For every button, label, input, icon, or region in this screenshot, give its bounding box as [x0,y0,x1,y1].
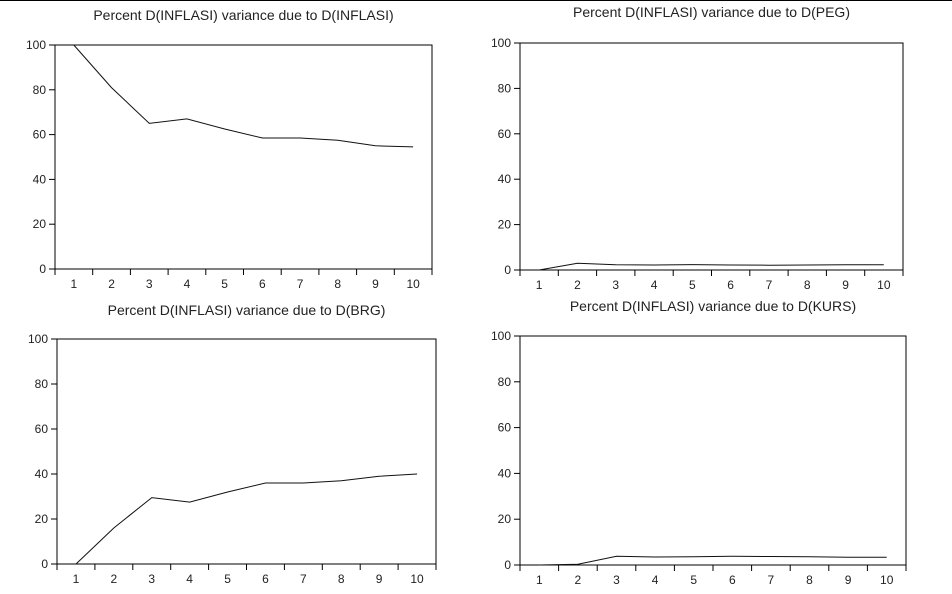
x-tick-label: 9 [845,573,852,587]
chart-brg: Percent D(INFLASI) variance due to D(BRG… [7,299,448,588]
x-tick-label: 4 [652,573,659,587]
y-tick-label: 20 [498,512,512,526]
x-tick-label: 10 [877,278,891,292]
x-tick-label: 5 [689,278,696,292]
y-tick-label: 80 [33,83,47,97]
y-tick-label: 40 [498,172,512,186]
y-tick-label: 80 [498,81,512,95]
x-tick-label: 8 [804,278,811,292]
x-tick-label: 6 [262,572,269,586]
x-tick-label: 2 [108,277,115,291]
top-divider-line [0,0,952,1]
y-tick-label: 40 [33,172,47,186]
x-tick-label: 1 [73,572,80,586]
chart-title: Percent D(INFLASI) variance due to D(INF… [93,7,393,23]
y-tick-label: 60 [498,127,512,141]
chart-title: Percent D(INFLASI) variance due to D(KUR… [570,298,856,314]
series-line [539,262,884,271]
x-tick-label: 10 [406,277,420,291]
x-tick-label: 7 [300,572,307,586]
y-tick-label: 20 [35,512,49,526]
y-tick-label: 60 [498,421,512,435]
x-tick-label: 6 [259,277,266,291]
y-tick-label: 80 [35,377,49,391]
y-tick-label: 0 [41,557,48,571]
x-tick-label: 1 [71,277,78,291]
x-tick-label: 6 [727,278,734,292]
y-tick-label: 40 [498,466,512,480]
x-tick-label: 5 [690,573,697,587]
series-line [75,473,418,565]
series-line [539,555,887,566]
chart-svg: Percent D(INFLASI) variance due to D(INF… [26,7,433,291]
x-tick-label: 5 [221,277,228,291]
x-tick-label: 10 [880,573,894,587]
x-tick-label: 9 [842,278,849,292]
y-tick-label: 100 [26,38,46,52]
plot-frame [54,44,433,270]
y-tick-label: 0 [39,262,46,276]
chart-svg: Percent D(INFLASI) variance due to D(BRG… [28,302,437,586]
plot-frame [519,335,907,566]
chart-svg: Percent D(INFLASI) variance due to D(PEG… [491,4,904,292]
y-tick-label: 0 [504,558,511,572]
x-tick-label: 5 [224,572,231,586]
series-line [73,44,414,148]
chart-title: Percent D(INFLASI) variance due to D(BRG… [108,302,386,318]
x-tick-label: 9 [372,277,379,291]
chart-title: Percent D(INFLASI) variance due to D(PEG… [573,4,850,20]
x-tick-label: 7 [297,277,304,291]
x-tick-label: 2 [111,572,118,586]
y-tick-label: 20 [33,217,47,231]
chart-peg: Percent D(INFLASI) variance due to D(PEG… [470,1,915,294]
y-tick-label: 0 [504,263,511,277]
y-tick-label: 100 [28,332,48,346]
x-tick-label: 6 [729,573,736,587]
x-tick-label: 7 [766,278,773,292]
plot-frame [519,42,904,271]
y-tick-label: 60 [33,128,47,142]
x-tick-label: 4 [186,572,193,586]
chart-svg: Percent D(INFLASI) variance due to D(KUR… [491,298,907,587]
x-tick-label: 7 [768,573,775,587]
x-tick-label: 2 [575,573,582,587]
x-tick-label: 1 [536,278,543,292]
x-tick-label: 4 [184,277,191,291]
y-tick-label: 60 [35,422,49,436]
y-tick-label: 20 [498,218,512,232]
chart-inflasi: Percent D(INFLASI) variance due to D(INF… [5,4,444,293]
x-tick-label: 3 [613,573,620,587]
x-tick-label: 8 [338,572,345,586]
y-tick-label: 100 [491,329,511,343]
y-tick-label: 100 [491,36,511,50]
x-tick-label: 3 [148,572,155,586]
x-tick-label: 4 [651,278,658,292]
x-tick-label: 3 [146,277,153,291]
y-tick-label: 40 [35,467,49,481]
x-tick-label: 8 [806,573,813,587]
x-tick-label: 8 [334,277,341,291]
x-tick-label: 10 [410,572,424,586]
x-tick-label: 1 [536,573,543,587]
y-tick-label: 80 [498,375,512,389]
x-tick-label: 3 [612,278,619,292]
x-tick-label: 2 [574,278,581,292]
chart-kurs: Percent D(INFLASI) variance due to D(KUR… [470,295,918,589]
x-tick-label: 9 [376,572,383,586]
plot-frame [56,338,437,565]
